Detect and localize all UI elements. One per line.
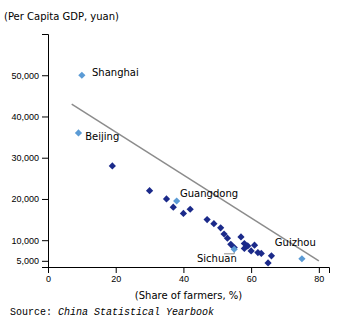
tick-mark — [116, 267, 117, 273]
tick-mark — [42, 116, 48, 117]
tick: 50,000 — [11, 71, 48, 81]
marks — [72, 72, 319, 267]
x-axis-title: (Share of farmers, %) — [135, 290, 242, 301]
annotations: Shanghai Beijing Guangdong Sichuan Guizhou — [85, 67, 316, 264]
tick-label: 0 — [46, 274, 51, 284]
point — [187, 206, 194, 213]
tick-label: 60 — [247, 274, 257, 284]
chart: 0 20 40 60 80 5,000 10,000 20,000 30,000 40,000 50… — [0, 0, 343, 323]
tick-mark — [251, 267, 252, 273]
tick: 40 — [179, 267, 189, 284]
tick-label: 5,000 — [16, 256, 39, 266]
annotation: Guizhou — [275, 237, 316, 248]
annotation: Beijing — [85, 131, 119, 142]
point — [163, 195, 170, 202]
tick-mark — [42, 240, 48, 241]
point — [204, 216, 211, 223]
axis-line — [42, 35, 49, 268]
point — [298, 255, 305, 262]
line — [72, 104, 319, 261]
point — [75, 129, 82, 136]
point — [248, 247, 255, 254]
annotation: Sichuan — [197, 253, 237, 264]
source-label: Source: — [10, 307, 58, 318]
y-axis: 5,000 10,000 20,000 30,000 40,000 50,000 — [11, 35, 48, 268]
tick: 60 — [247, 267, 257, 284]
source: Source: China Statistical Yearbook — [10, 307, 214, 318]
tick-label: 20 — [111, 274, 121, 284]
tick-label: 20,000 — [11, 194, 39, 204]
tick-label: 40 — [179, 274, 189, 284]
annotation: Shanghai — [92, 67, 139, 78]
tick-mark — [183, 267, 184, 273]
tick-label: 40,000 — [11, 112, 39, 122]
tick: 0 — [46, 267, 51, 284]
source-italic: China Statistical Yearbook — [58, 307, 214, 318]
tick-label: 50,000 — [11, 71, 39, 81]
tick-label: 80 — [314, 274, 324, 284]
tick: 20 — [111, 267, 121, 284]
point — [258, 250, 265, 257]
y-axis-title: (Per Capita GDP, yuan) — [4, 11, 119, 22]
point — [109, 162, 116, 169]
point — [251, 242, 258, 249]
annotation: Guangdong — [180, 188, 238, 199]
point — [146, 187, 153, 194]
point — [170, 204, 177, 211]
tick-label: 10,000 — [11, 236, 39, 246]
tick-mark — [42, 199, 48, 200]
tick: 40,000 — [11, 112, 48, 122]
point — [78, 72, 85, 79]
point — [180, 210, 187, 217]
point — [264, 259, 271, 266]
tick-mark — [42, 261, 48, 262]
point — [224, 235, 231, 242]
tick-mark — [319, 267, 320, 273]
tick: 30,000 — [11, 153, 48, 163]
tick-mark — [42, 158, 48, 159]
point — [268, 252, 275, 259]
point — [210, 220, 217, 227]
tick-label: 30,000 — [11, 153, 39, 163]
plot: 0 20 40 60 80 5,000 10,000 20,000 30,000 40,000 50… — [11, 35, 329, 285]
tick-mark — [42, 75, 48, 76]
tick: 10,000 — [11, 236, 48, 246]
tick: 5,000 — [16, 256, 48, 266]
tick: 80 — [314, 267, 324, 284]
axis-line — [49, 268, 330, 274]
point — [237, 233, 244, 240]
point — [217, 224, 224, 231]
x-axis: 0 20 40 60 80 — [46, 267, 330, 284]
tick: 20,000 — [11, 194, 48, 204]
